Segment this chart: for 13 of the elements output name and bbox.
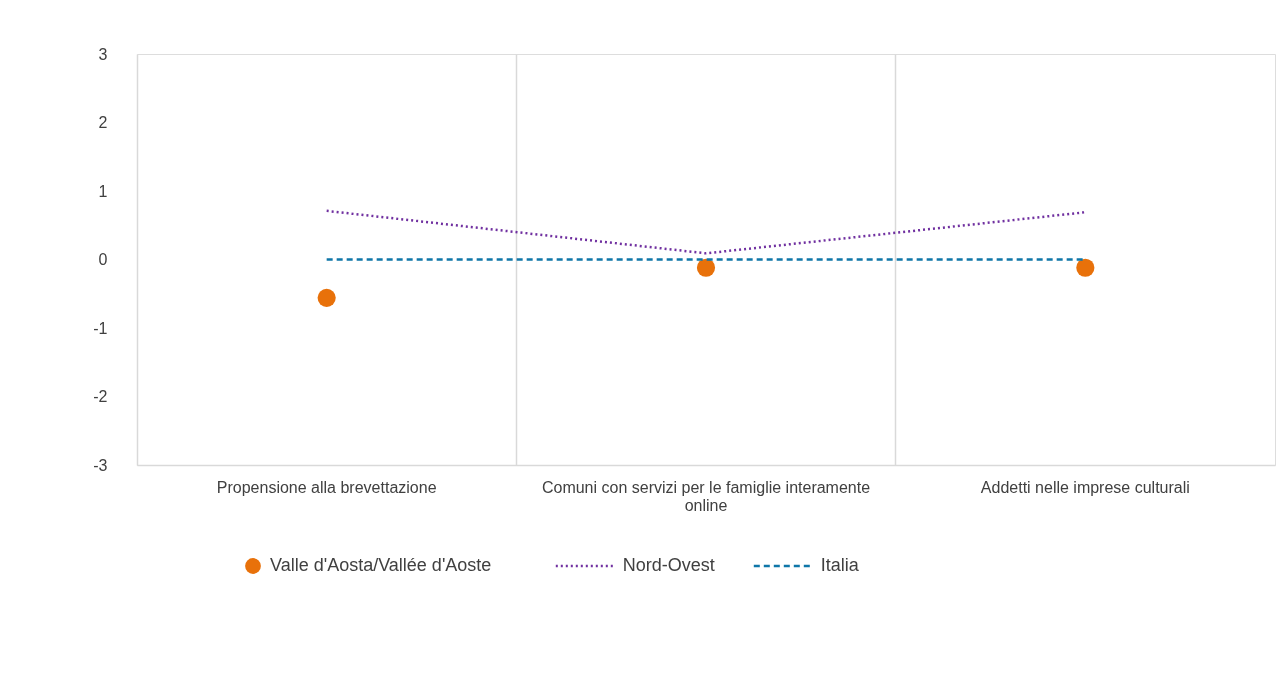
y-tick-label: -3 — [93, 456, 108, 474]
y-tick-label: 3 — [98, 45, 108, 63]
y-tick-label: 0 — [98, 251, 108, 268]
y-tick-label: -1 — [93, 319, 108, 337]
y-tick-label: 1 — [98, 182, 108, 200]
x-tick-label: Propensione alla brevettazione — [216, 478, 437, 496]
y-tick-label: -2 — [93, 388, 108, 405]
x-tick-label: Addetti nelle imprese culturali — [980, 478, 1190, 496]
legend-label: Valle d'Aosta/Vallée d'Aoste — [270, 555, 492, 575]
legend-label: Nord-Ovest — [622, 555, 715, 575]
legend-label: Italia — [820, 555, 860, 575]
y-tick-label: 2 — [98, 114, 108, 131]
x-tick-label: Comuni con servizi per le famiglie interamente online — [541, 478, 871, 514]
